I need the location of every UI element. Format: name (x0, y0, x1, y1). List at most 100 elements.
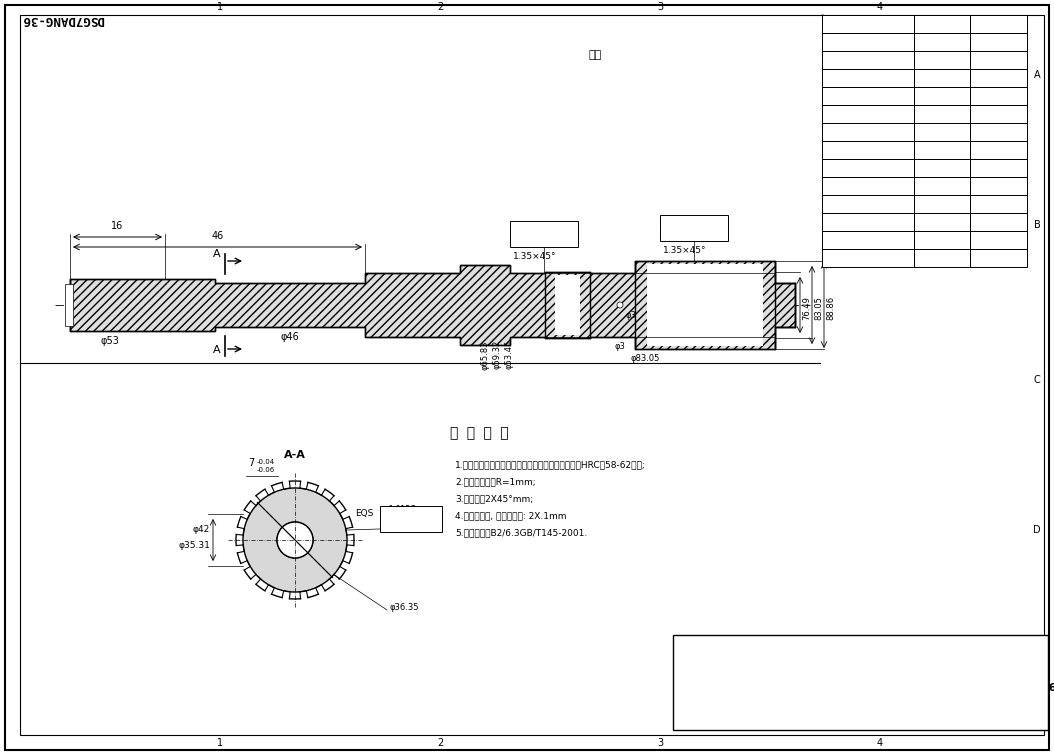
Bar (914, 177, 970, 195)
Text: Z5: Z5 (992, 37, 1004, 47)
Text: 输入二轴: 输入二轴 (996, 651, 1026, 664)
Text: 19.25: 19.25 (929, 163, 956, 173)
Text: 16: 16 (112, 221, 123, 231)
Bar (970, 123, 1027, 141)
Bar (970, 51, 1027, 69)
Bar (822, 105, 914, 123)
Text: 棒: 棒 (865, 19, 871, 29)
Text: 压力角α: 压力角α (856, 91, 880, 101)
Bar (970, 15, 1027, 33)
Text: φ46: φ46 (280, 332, 299, 342)
Bar (914, 231, 970, 249)
Bar (822, 87, 914, 105)
Text: 4: 4 (877, 738, 883, 748)
Text: 模数mn: 模数mn (854, 73, 882, 83)
Text: 2: 2 (436, 738, 443, 748)
Text: ⊙0.020B: ⊙0.020B (662, 230, 701, 239)
Text: D: D (1033, 525, 1040, 535)
Text: 22°: 22° (990, 109, 1008, 119)
Text: 19.25: 19.25 (984, 163, 1013, 173)
Text: φ59.32: φ59.32 (492, 340, 501, 369)
Bar (970, 249, 1027, 267)
Text: 处数: 处数 (714, 636, 722, 643)
Text: 更改文件号: 更改文件号 (742, 636, 764, 643)
Text: A: A (213, 345, 220, 355)
Text: ⊙0.020⊙C⊙: ⊙0.020⊙C⊙ (382, 518, 428, 527)
Bar (822, 177, 914, 195)
Text: -0.04: -0.04 (257, 459, 275, 465)
Bar (914, 141, 970, 159)
Text: 83.05: 83.05 (984, 181, 1012, 191)
Bar (970, 69, 1027, 87)
Bar (970, 141, 1027, 159)
Bar (914, 51, 970, 69)
Text: 级: 级 (996, 253, 1001, 263)
Text: 设计: 设计 (683, 680, 692, 689)
Text: 审核: 审核 (683, 695, 692, 704)
Text: 2.75: 2.75 (931, 73, 953, 83)
Text: 1.35×45°: 1.35×45° (513, 252, 557, 261)
Text: 4: 4 (877, 2, 883, 12)
Text: 76.49: 76.49 (984, 217, 1012, 227)
Text: 1: 1 (939, 127, 945, 137)
Text: 88.86: 88.86 (826, 296, 835, 320)
Text: 标准化: 标准化 (772, 680, 785, 689)
Text: φ3: φ3 (614, 342, 625, 351)
Text: 齿: 齿 (865, 55, 871, 65)
Text: φ83.05: φ83.05 (630, 354, 660, 363)
Text: 0.25: 0.25 (988, 145, 1010, 155)
Text: 5.齿轮中心距B2/6.3GB/T145-2001.: 5.齿轮中心距B2/6.3GB/T145-2001. (455, 528, 587, 537)
Text: 46: 46 (212, 231, 223, 241)
Bar (914, 159, 970, 177)
Text: 1: 1 (995, 127, 1001, 137)
Text: φ36.35: φ36.35 (389, 603, 418, 612)
Text: 3: 3 (657, 2, 663, 12)
Text: A-A: A-A (285, 450, 306, 460)
Text: 分度圆: 分度圆 (859, 181, 877, 191)
Bar (914, 123, 970, 141)
Text: 53.45: 53.45 (929, 217, 956, 227)
Text: DSG7DANG-36: DSG7DANG-36 (22, 13, 104, 26)
Bar (822, 69, 914, 87)
Text: 顶隙系数C*: 顶隙系数C* (851, 145, 885, 155)
Circle shape (277, 522, 313, 558)
Text: 2.未注圆角半径R=1mm;: 2.未注圆角半径R=1mm; (455, 477, 535, 486)
Bar (822, 249, 914, 267)
Text: A: A (1034, 70, 1040, 80)
Circle shape (243, 488, 347, 592)
Bar (970, 87, 1027, 105)
Text: φ53: φ53 (100, 336, 119, 346)
Text: 1: 1 (217, 2, 223, 12)
Bar (380, 506, 442, 532)
Text: 日期: 日期 (824, 636, 833, 643)
Text: 螺旋角β: 螺旋角β (856, 109, 880, 119)
Text: Z2: Z2 (936, 37, 949, 47)
Text: 3.未注倒角2X45°mm;: 3.未注倒角2X45°mm; (455, 494, 533, 503)
Text: 齿宽系数h*an: 齿宽系数h*an (844, 127, 892, 137)
Text: 28: 28 (992, 55, 1004, 65)
Text: 模数: 模数 (862, 37, 874, 47)
Text: 共  页: 共 页 (821, 680, 835, 689)
Text: 22°: 22° (934, 109, 951, 119)
Text: 20°: 20° (934, 91, 951, 101)
Text: 20: 20 (936, 55, 949, 65)
Text: 批准: 批准 (683, 710, 692, 720)
Text: φ42: φ42 (193, 525, 210, 535)
Text: 其余: 其余 (588, 50, 602, 60)
Text: 2.75: 2.75 (988, 73, 1010, 83)
Text: 签字: 签字 (788, 636, 797, 643)
Bar (822, 15, 914, 33)
Text: 级: 级 (939, 253, 945, 263)
Bar (914, 15, 970, 33)
Text: EQS: EQS (355, 509, 373, 518)
Text: 0.25: 0.25 (931, 145, 953, 155)
Text: φ3: φ3 (625, 310, 636, 319)
Text: 59.32: 59.32 (929, 181, 956, 191)
Text: 1: 1 (217, 738, 223, 748)
Polygon shape (243, 488, 347, 592)
Text: 0.183: 0.183 (929, 235, 956, 245)
Bar (822, 231, 914, 249)
Text: ⊙0.008: ⊙0.008 (662, 217, 696, 226)
Text: 技 术 要 求: 技 术 要 求 (450, 426, 509, 440)
Text: 第  页: 第 页 (821, 695, 835, 704)
